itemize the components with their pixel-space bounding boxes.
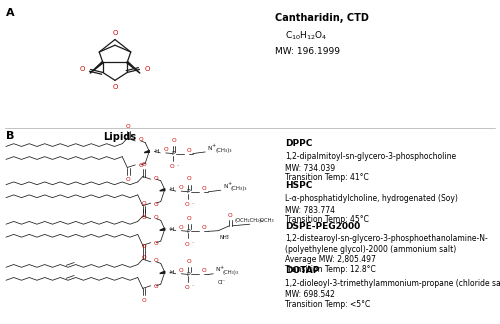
Text: ⁻: ⁻ [192,242,194,247]
Text: +: + [220,265,224,270]
Polygon shape [126,62,140,73]
Text: L-α-phosphatidylcholine, hydrogenated (Soy): L-α-phosphatidylcholine, hydrogenated (S… [285,194,458,203]
Text: O: O [142,255,146,260]
Text: $\mathrm{C_{10}H_{12}O_4}$: $\mathrm{C_{10}H_{12}O_4}$ [285,29,328,42]
Polygon shape [90,62,104,73]
Text: O: O [185,242,190,247]
Text: 1,2-dipalmitoyl-sn-glycero-3-phosphocholine: 1,2-dipalmitoyl-sn-glycero-3-phosphochol… [285,152,456,161]
Text: O: O [112,84,117,90]
Text: O: O [228,213,232,218]
Text: O: O [154,215,158,220]
Text: H: H [170,187,174,192]
Text: O: O [187,259,192,264]
Text: O: O [202,226,206,230]
Text: O: O [185,285,190,290]
Text: O: O [154,176,158,181]
Polygon shape [160,189,165,191]
Text: DSPE-PEG2000: DSPE-PEG2000 [285,222,360,231]
Text: B: B [6,131,14,141]
Text: P: P [186,229,190,234]
Text: 1,2-distearoyl-sn-glycero-3-phosphoethanolamine-N-: 1,2-distearoyl-sn-glycero-3-phosphoethan… [285,234,488,243]
Text: O: O [142,245,146,249]
Text: ⁻: ⁻ [192,285,194,290]
Text: O: O [142,202,146,206]
Text: Transition Temp: <5°C: Transition Temp: <5°C [285,300,370,309]
Text: H: H [170,270,174,275]
Text: H: H [154,149,159,154]
Text: O: O [187,177,192,181]
Text: Average MW: 2,805.497: Average MW: 2,805.497 [285,255,376,264]
Polygon shape [144,150,150,153]
Text: O: O [187,216,192,221]
Text: ⁻: ⁻ [176,164,179,169]
Text: (OCH₂CH₂)ₙ: (OCH₂CH₂)ₙ [235,218,264,223]
Text: DOTAP: DOTAP [285,266,320,275]
Text: O: O [202,269,206,273]
Text: A: A [6,8,14,18]
Text: MW: 698.542: MW: 698.542 [285,290,335,299]
Text: O: O [144,66,150,73]
Text: Cl⁻: Cl⁻ [218,280,226,284]
Text: Lipids: Lipids [104,132,136,142]
Text: O: O [142,298,146,303]
Text: ⁻: ⁻ [192,202,194,207]
Text: (CH₃)₃: (CH₃)₃ [216,148,232,153]
Text: Cantharidin, CTD: Cantharidin, CTD [275,13,369,23]
Text: (CH₃)₃: (CH₃)₃ [231,186,248,191]
Text: +: + [212,143,216,148]
Text: O: O [202,186,206,191]
Text: (polyethylene glycol)-2000 (ammonium salt): (polyethylene glycol)-2000 (ammonium sal… [285,245,456,254]
Text: P: P [186,189,190,194]
Text: +: + [228,181,232,186]
Text: Transition Temp: 41°C: Transition Temp: 41°C [285,173,369,182]
Text: MW: 783.774: MW: 783.774 [285,206,335,215]
Text: MW: 196.1999: MW: 196.1999 [275,47,340,56]
Text: O: O [80,66,86,73]
Text: O: O [179,185,184,190]
Text: MW: 734.039: MW: 734.039 [285,164,335,173]
Text: N: N [224,184,228,189]
Text: DPPC: DPPC [285,139,312,148]
Text: (CH₃)₃: (CH₃)₃ [222,270,238,275]
Text: HSPC: HSPC [285,181,312,191]
Text: H: H [170,226,174,232]
Text: O: O [154,241,158,246]
Text: N: N [208,146,212,151]
Text: O: O [185,202,190,207]
Text: 1,2-dioleoyl-3-trimethylammonium-propane (chloride salt): 1,2-dioleoyl-3-trimethylammonium-propane… [285,279,500,288]
Polygon shape [160,271,165,273]
Text: O: O [138,137,143,143]
Text: O: O [112,29,117,36]
Text: O: O [179,268,184,273]
Text: O: O [179,225,184,230]
Text: O: O [172,138,176,143]
Text: O: O [142,215,146,220]
Text: O: O [154,284,158,289]
Text: +: + [226,234,230,238]
Text: O: O [186,148,191,153]
Text: O: O [138,163,143,168]
Text: O: O [154,258,158,263]
Text: P: P [171,151,174,156]
Text: O: O [154,202,158,207]
Text: P: P [186,272,190,277]
Text: Transition Temp: 12.8°C: Transition Temp: 12.8°C [285,265,376,274]
Text: -OCH₃: -OCH₃ [259,218,274,223]
Text: NH₂: NH₂ [220,235,230,239]
Polygon shape [160,228,165,230]
Text: Transition Temp: 45°C: Transition Temp: 45°C [285,215,369,225]
Text: O: O [142,162,146,167]
Text: O: O [126,124,130,129]
Text: O: O [126,177,130,182]
Text: O: O [164,147,168,152]
Text: O: O [170,164,174,169]
Text: N: N [216,268,220,272]
